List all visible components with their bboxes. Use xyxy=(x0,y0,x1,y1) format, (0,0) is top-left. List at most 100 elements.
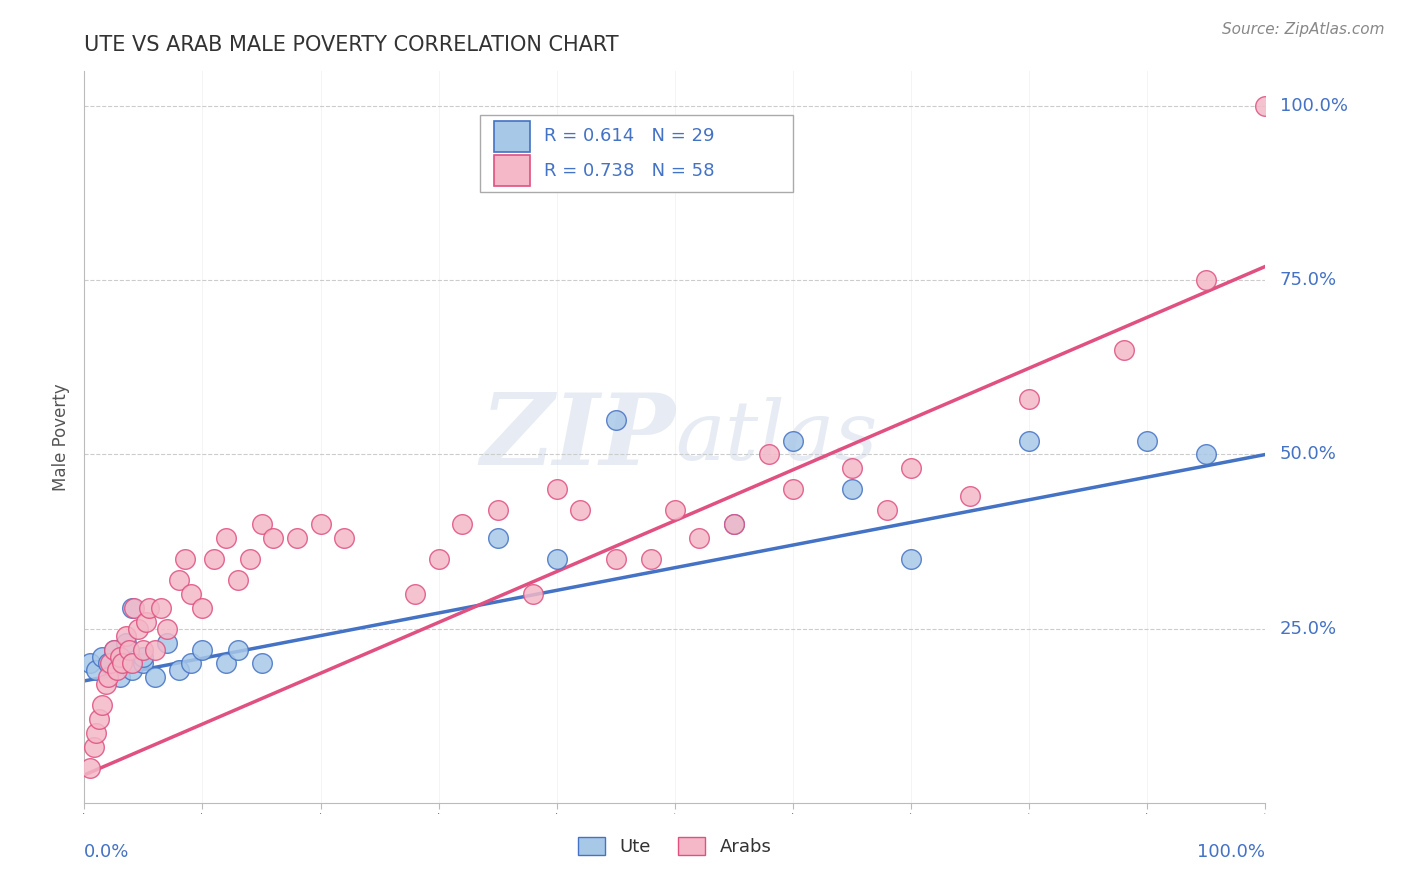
Text: R = 0.614   N = 29: R = 0.614 N = 29 xyxy=(544,128,714,145)
Point xyxy=(1136,434,1159,448)
Point xyxy=(782,483,804,497)
Point xyxy=(959,489,981,503)
Point xyxy=(127,622,149,636)
Point xyxy=(215,657,238,671)
Point xyxy=(83,740,105,755)
Point xyxy=(108,649,131,664)
Point xyxy=(121,664,143,678)
Point xyxy=(91,649,114,664)
Text: 100.0%: 100.0% xyxy=(1279,97,1347,115)
Bar xyxy=(479,115,793,192)
Point xyxy=(143,670,166,684)
Point xyxy=(87,712,110,726)
Point xyxy=(1254,99,1277,113)
Point xyxy=(135,615,157,629)
Point xyxy=(121,600,143,615)
Point xyxy=(111,657,134,671)
Point xyxy=(91,698,114,713)
Point xyxy=(250,517,273,532)
Bar xyxy=(494,155,530,186)
Point xyxy=(841,461,863,475)
Text: UTE VS ARAB MALE POVERTY CORRELATION CHART: UTE VS ARAB MALE POVERTY CORRELATION CHA… xyxy=(84,35,619,54)
Text: R = 0.738   N = 58: R = 0.738 N = 58 xyxy=(544,161,714,180)
Point xyxy=(97,670,120,684)
Text: ZIP: ZIP xyxy=(479,389,675,485)
Point xyxy=(239,552,262,566)
Point xyxy=(97,657,120,671)
Text: 100.0%: 100.0% xyxy=(1198,843,1265,861)
Y-axis label: Male Poverty: Male Poverty xyxy=(52,384,70,491)
Point xyxy=(180,587,202,601)
Point xyxy=(333,531,356,545)
Point xyxy=(121,657,143,671)
Point xyxy=(664,503,686,517)
Point xyxy=(876,503,898,517)
Legend: Ute, Arabs: Ute, Arabs xyxy=(571,830,779,863)
Point xyxy=(156,635,179,649)
Point xyxy=(118,642,141,657)
Point xyxy=(215,531,238,545)
Point xyxy=(167,573,190,587)
Point xyxy=(191,642,214,657)
Point xyxy=(841,483,863,497)
Point xyxy=(108,670,131,684)
Point xyxy=(522,587,544,601)
Point xyxy=(640,552,662,566)
Point xyxy=(1112,343,1135,357)
Point xyxy=(262,531,284,545)
Point xyxy=(546,483,568,497)
Text: 0.0%: 0.0% xyxy=(84,843,129,861)
Text: Source: ZipAtlas.com: Source: ZipAtlas.com xyxy=(1222,22,1385,37)
Point xyxy=(782,434,804,448)
Point xyxy=(103,642,125,657)
Point xyxy=(900,461,922,475)
Point xyxy=(132,657,155,671)
Point xyxy=(114,635,136,649)
Point xyxy=(114,629,136,643)
Point xyxy=(1195,448,1218,462)
Text: 75.0%: 75.0% xyxy=(1279,271,1337,289)
Point xyxy=(900,552,922,566)
Point xyxy=(202,552,225,566)
Point xyxy=(723,517,745,532)
Point xyxy=(404,587,426,601)
Point xyxy=(180,657,202,671)
Point xyxy=(226,642,249,657)
Point xyxy=(156,622,179,636)
Text: 50.0%: 50.0% xyxy=(1279,445,1337,464)
Text: 25.0%: 25.0% xyxy=(1279,620,1337,638)
Point xyxy=(94,677,117,691)
Point xyxy=(122,600,145,615)
Point xyxy=(569,503,592,517)
Point xyxy=(723,517,745,532)
Point xyxy=(150,600,173,615)
Point xyxy=(98,657,121,671)
Point xyxy=(486,531,509,545)
Bar xyxy=(494,121,530,152)
Point xyxy=(107,664,129,678)
Point xyxy=(191,600,214,615)
Point xyxy=(132,649,155,664)
Point xyxy=(84,726,107,740)
Point xyxy=(143,642,166,657)
Point xyxy=(285,531,308,545)
Point xyxy=(103,642,125,657)
Point xyxy=(605,412,627,426)
Point xyxy=(79,657,101,671)
Point xyxy=(173,552,195,566)
Point xyxy=(427,552,450,566)
Point xyxy=(309,517,332,532)
Point xyxy=(605,552,627,566)
Point xyxy=(138,600,160,615)
Point xyxy=(132,642,155,657)
Point xyxy=(167,664,190,678)
Point xyxy=(226,573,249,587)
Text: atlas: atlas xyxy=(675,397,877,477)
Point xyxy=(758,448,780,462)
Point xyxy=(1018,392,1040,406)
Point xyxy=(486,503,509,517)
Point xyxy=(1195,273,1218,287)
Point xyxy=(79,761,101,775)
Point xyxy=(84,664,107,678)
Point xyxy=(688,531,710,545)
